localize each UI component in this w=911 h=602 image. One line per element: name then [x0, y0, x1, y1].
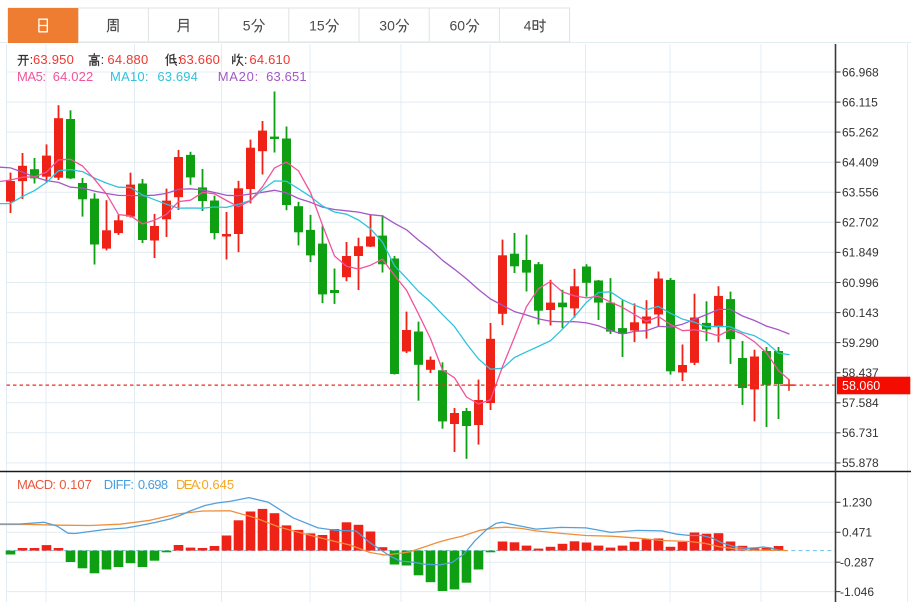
- svg-text::: :: [178, 52, 182, 67]
- svg-text:60.143: 60.143: [842, 306, 879, 320]
- svg-text:58.060: 58.060: [842, 379, 880, 393]
- svg-text:-0.287: -0.287: [840, 556, 874, 570]
- svg-text:56.731: 56.731: [842, 426, 879, 440]
- svg-text:64.610: 64.610: [249, 52, 290, 67]
- svg-text:15: 15: [309, 18, 325, 34]
- svg-text:65.262: 65.262: [842, 125, 879, 139]
- svg-text:66.115: 66.115: [842, 95, 878, 109]
- svg-text:64.409: 64.409: [842, 156, 879, 170]
- svg-text:63.556: 63.556: [842, 186, 879, 200]
- svg-text:5: 5: [243, 18, 251, 34]
- svg-text:62.702: 62.702: [842, 216, 879, 230]
- svg-text:66.968: 66.968: [842, 65, 879, 79]
- svg-text:MA10:: MA10:: [110, 69, 149, 84]
- svg-text:0.698: 0.698: [138, 477, 168, 492]
- svg-text:DIFF:: DIFF:: [104, 477, 134, 492]
- svg-text:4: 4: [524, 18, 532, 34]
- svg-text:64.022: 64.022: [53, 69, 93, 84]
- svg-text:63.950: 63.950: [33, 52, 74, 67]
- svg-text:1.230: 1.230: [842, 496, 872, 510]
- svg-text:61.849: 61.849: [842, 246, 879, 260]
- svg-text:60: 60: [450, 18, 466, 34]
- svg-text:57.584: 57.584: [842, 396, 879, 410]
- svg-text:63.660: 63.660: [179, 52, 220, 67]
- svg-text:0.645: 0.645: [202, 477, 235, 492]
- svg-text::: :: [30, 52, 34, 67]
- svg-text:MA5:: MA5:: [17, 69, 46, 84]
- svg-text:55.878: 55.878: [842, 456, 879, 470]
- svg-text:59.290: 59.290: [842, 336, 879, 350]
- svg-text:0.107: 0.107: [59, 477, 92, 492]
- svg-text:60.996: 60.996: [842, 276, 879, 290]
- svg-text:64.880: 64.880: [107, 52, 148, 67]
- svg-text:-1.046: -1.046: [840, 585, 874, 599]
- svg-text::: :: [244, 52, 248, 67]
- svg-text:DEA:: DEA:: [176, 477, 202, 492]
- svg-text:0.471: 0.471: [842, 526, 872, 540]
- svg-text::: :: [101, 52, 105, 67]
- svg-text:30: 30: [379, 18, 395, 34]
- svg-text:63.694: 63.694: [157, 69, 198, 84]
- svg-text:MA20:: MA20:: [218, 69, 259, 84]
- svg-text:63.651: 63.651: [266, 69, 307, 84]
- svg-text:58.437: 58.437: [842, 366, 879, 380]
- svg-text:MACD:: MACD:: [17, 477, 56, 492]
